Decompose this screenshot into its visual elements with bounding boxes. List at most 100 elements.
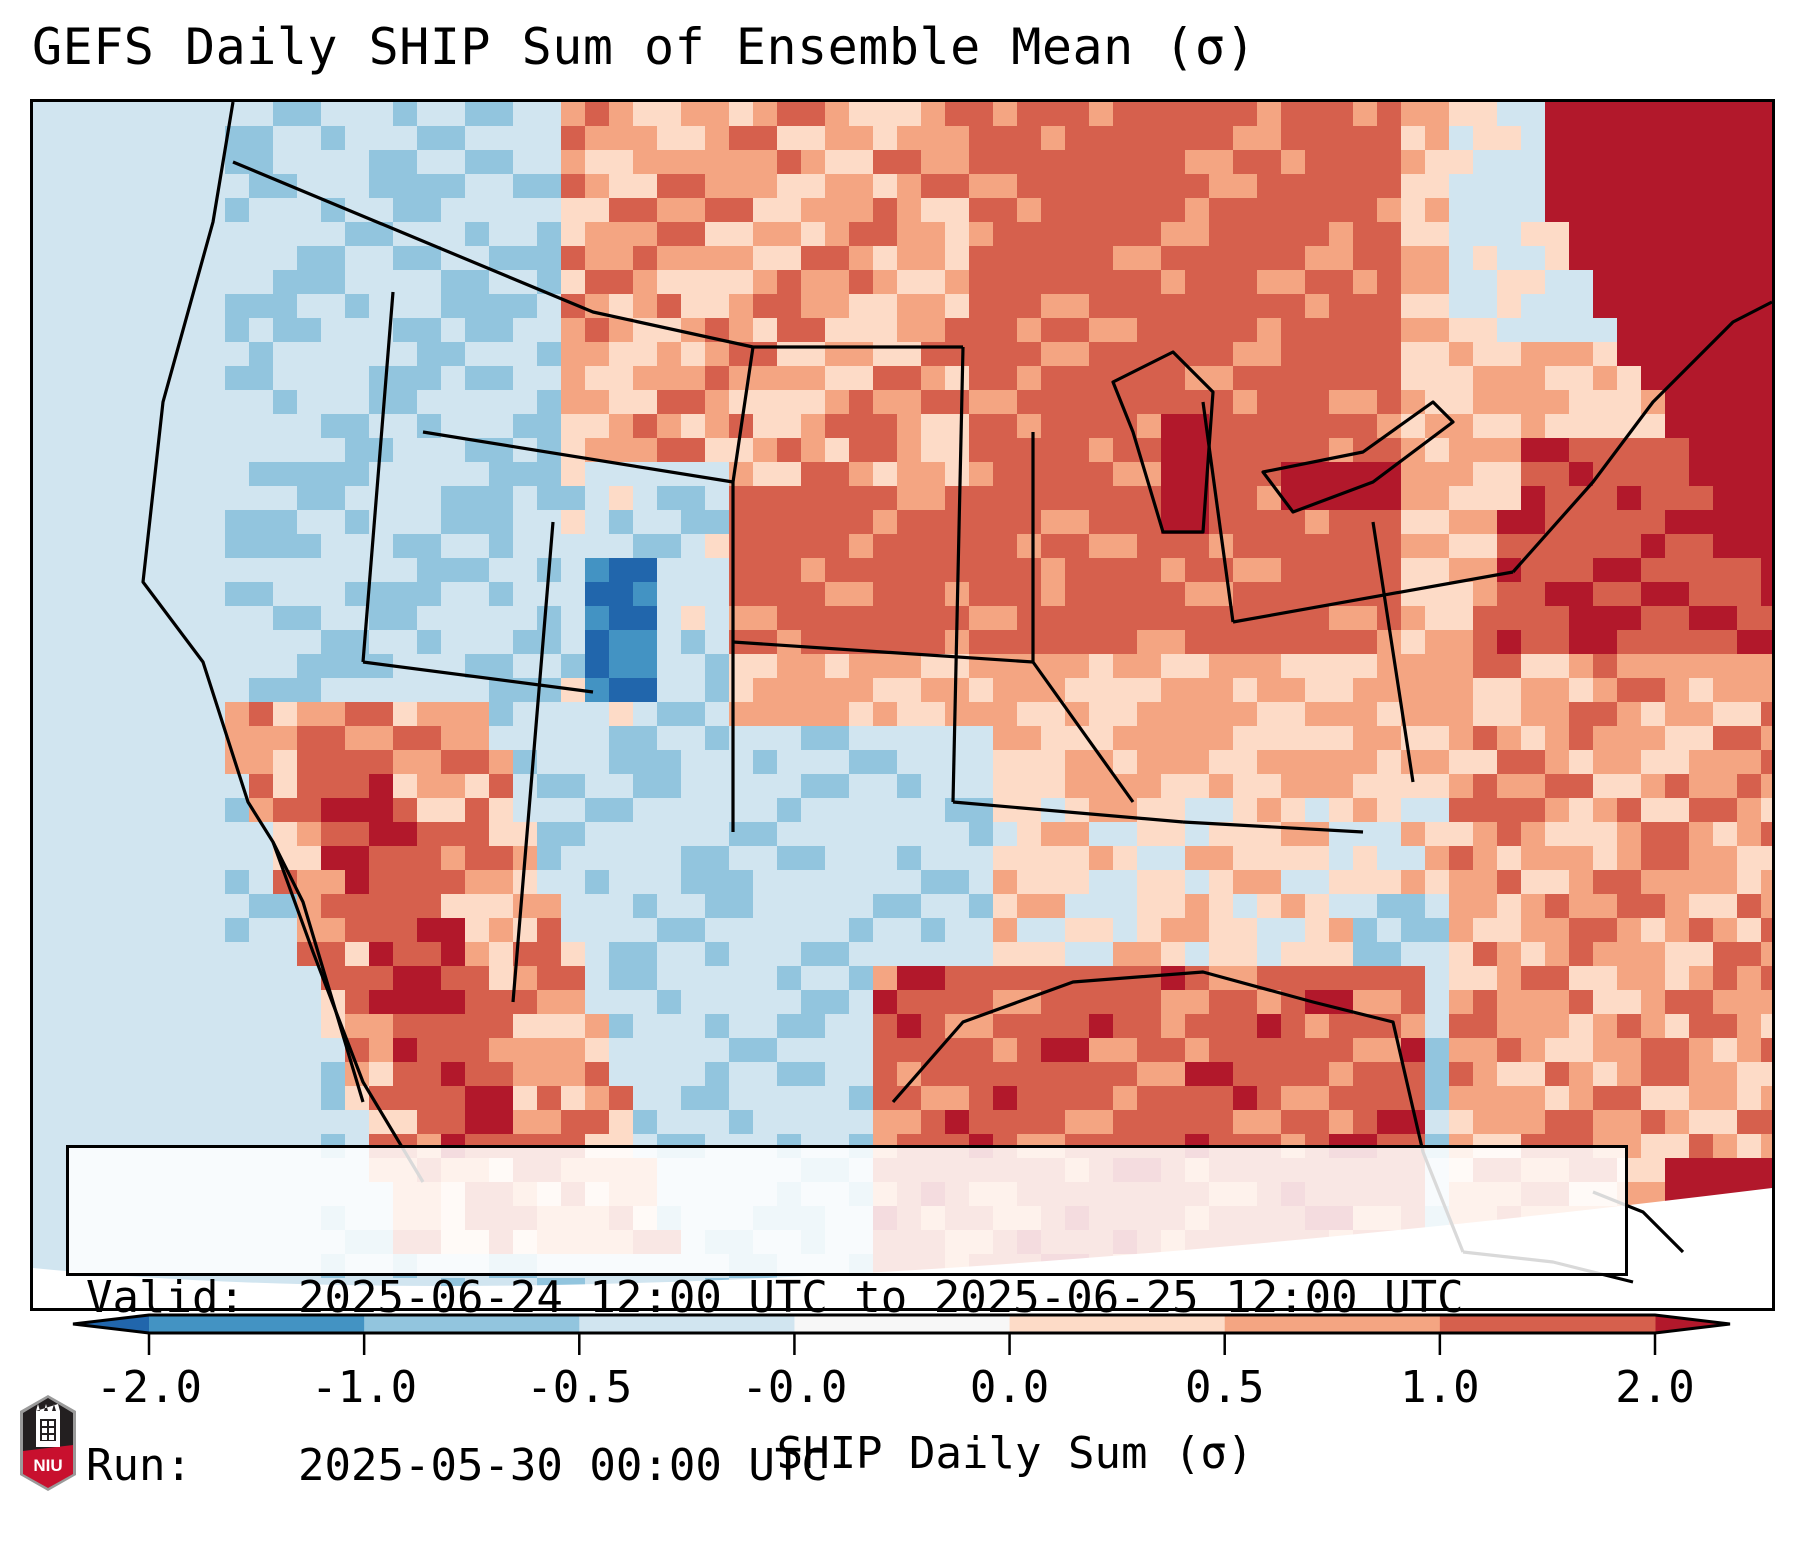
map-cell: [561, 870, 586, 895]
map-cell: [873, 750, 898, 775]
map-cell: [873, 102, 898, 127]
map-cell: [393, 174, 418, 199]
map-cell: [657, 894, 682, 919]
map-cell: [1281, 486, 1306, 511]
map-cell: [1041, 534, 1066, 559]
map-cell: [561, 222, 586, 247]
map-cell: [1017, 486, 1042, 511]
map-cell: [57, 966, 82, 991]
map-cell: [225, 1038, 250, 1063]
map-cell: [513, 126, 538, 151]
map-cell: [633, 414, 658, 439]
map-cell: [1209, 294, 1234, 319]
map-cell: [1377, 222, 1402, 247]
map-cell: [1713, 174, 1738, 199]
map-cell: [1113, 702, 1138, 727]
map-cell: [201, 414, 226, 439]
map-cell: [1569, 174, 1594, 199]
map-cell: [657, 966, 682, 991]
map-cell: [1305, 1062, 1330, 1087]
map-cell: [849, 486, 874, 511]
map-cell: [537, 726, 562, 751]
map-cell: [1425, 894, 1450, 919]
map-cell: [561, 126, 586, 151]
map-cell: [1305, 342, 1330, 367]
map-cell: [1089, 318, 1114, 343]
map-cell: [1737, 1158, 1762, 1183]
map-cell: [1137, 582, 1162, 607]
map-cell: [633, 1110, 658, 1135]
map-cell: [1473, 870, 1498, 895]
map-cell: [537, 1014, 562, 1039]
map-cell: [1689, 582, 1714, 607]
map-cell: [1017, 126, 1042, 151]
map-cell: [1665, 246, 1690, 271]
map-cell: [1641, 486, 1666, 511]
map-cell: [441, 270, 466, 295]
map-cell: [513, 1038, 538, 1063]
map-cell: [801, 222, 826, 247]
map-cell: [1113, 1014, 1138, 1039]
map-cell: [153, 198, 178, 223]
map-cell: [1521, 822, 1546, 847]
map-cell: [801, 318, 826, 343]
map-cell: [465, 462, 490, 487]
map-cell: [1545, 486, 1570, 511]
map-cell: [321, 558, 346, 583]
map-cell: [1689, 198, 1714, 223]
map-cell: [1089, 222, 1114, 247]
map-cell: [801, 1110, 826, 1135]
map-cell: [729, 198, 754, 223]
map-cell: [1113, 750, 1138, 775]
map-cell: [1185, 198, 1210, 223]
map-cell: [609, 1086, 634, 1111]
map-cell: [681, 270, 706, 295]
map-cell: [1569, 270, 1594, 295]
map-cell: [1665, 750, 1690, 775]
map-cell: [1065, 1110, 1090, 1135]
map-cell: [1617, 774, 1642, 799]
map-cell: [1593, 1110, 1618, 1135]
map-cell: [417, 510, 442, 535]
map-cell: [417, 582, 442, 607]
map-cell: [1281, 246, 1306, 271]
map-cell: [1617, 942, 1642, 967]
map-cell: [105, 894, 130, 919]
map-cell: [273, 462, 298, 487]
map-cell: [1689, 534, 1714, 559]
map-cell: [681, 534, 706, 559]
map-cell: [1545, 174, 1570, 199]
boundary-line: [732, 640, 1034, 664]
map-cell: [417, 246, 442, 271]
map-cell: [1089, 486, 1114, 511]
map-cell: [825, 294, 850, 319]
map-cell: [1305, 198, 1330, 223]
map-cell: [1737, 894, 1762, 919]
map-cell: [441, 222, 466, 247]
map-cell: [729, 1110, 754, 1135]
map-cell: [993, 870, 1018, 895]
map-cell: [1185, 246, 1210, 271]
map-cell: [585, 894, 610, 919]
map-cell: [1017, 1014, 1042, 1039]
map-cell: [753, 1110, 778, 1135]
map-cell: [273, 270, 298, 295]
map-cell: [105, 534, 130, 559]
map-cell: [33, 102, 58, 127]
map-cell: [177, 942, 202, 967]
map-cell: [1401, 198, 1426, 223]
map-cell: [105, 774, 130, 799]
map-cell: [81, 198, 106, 223]
map-cell: [81, 630, 106, 655]
map-cell: [297, 102, 322, 127]
map-cell: [801, 534, 826, 559]
map-cell: [321, 318, 346, 343]
map-cell: [1617, 222, 1642, 247]
map-cell: [105, 1110, 130, 1135]
map-cell: [825, 534, 850, 559]
map-cell: [609, 1038, 634, 1063]
map-cell: [321, 894, 346, 919]
map-cell: [1593, 246, 1618, 271]
map-cell: [1209, 798, 1234, 823]
map-cell: [1713, 366, 1738, 391]
